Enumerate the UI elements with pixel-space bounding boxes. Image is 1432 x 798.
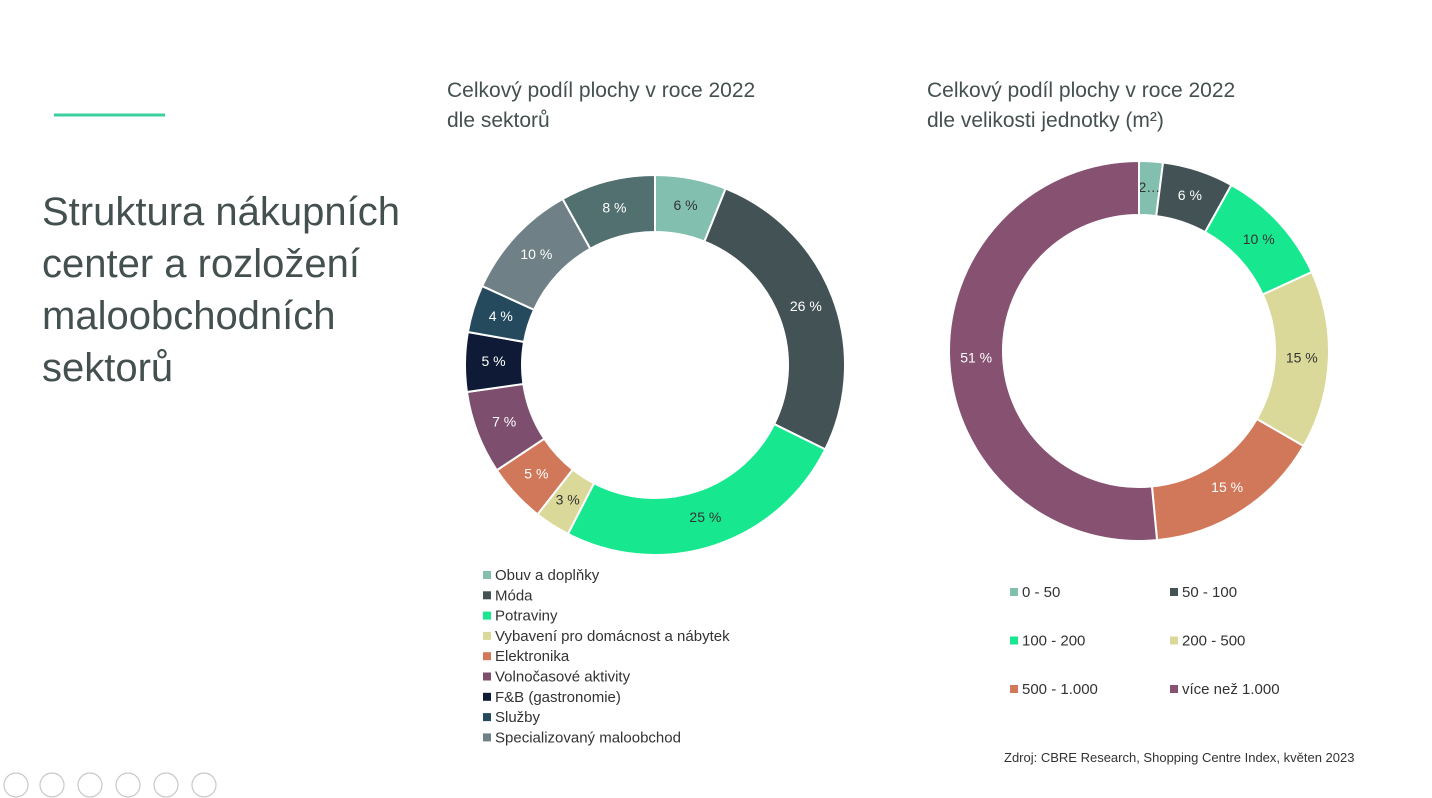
slice <box>561 173 656 251</box>
legend-swatch <box>483 652 491 661</box>
data-label: 5 % <box>481 353 505 369</box>
legend-swatch <box>483 733 491 742</box>
slice <box>948 159 1159 542</box>
legend-swatch <box>483 631 491 640</box>
legend-label: Služby <box>495 709 541 726</box>
legend-label: Potraviny <box>495 608 558 625</box>
legend-swatch <box>483 571 491 579</box>
legend-swatch <box>1170 588 1178 596</box>
data-label: 2… <box>1138 179 1160 195</box>
legend-swatch <box>483 611 491 620</box>
data-label: 15 % <box>1286 349 1318 365</box>
data-label: 10 % <box>520 246 552 262</box>
data-label: 6 % <box>674 197 698 213</box>
legend-label: Vybavení pro domácnost a nábytek <box>495 628 730 645</box>
slice <box>566 422 827 556</box>
legend-swatch <box>1010 685 1018 693</box>
data-label: 4 % <box>489 308 513 324</box>
data-label: 51 % <box>960 349 992 365</box>
data-label: 7 % <box>492 413 516 429</box>
source: Zdroj: CBRE Research, Shopping Centre In… <box>1004 750 1355 765</box>
data-label: 26 % <box>790 298 822 314</box>
legend-swatch <box>1010 636 1018 645</box>
data-label: 5 % <box>524 465 548 481</box>
legend-swatch <box>483 713 491 722</box>
legend-swatch <box>483 591 491 600</box>
legend-swatch <box>1170 636 1178 645</box>
legend-swatch <box>483 692 491 701</box>
data-label: 3 % <box>556 492 580 508</box>
data-label: 6 % <box>1178 187 1202 203</box>
toolbar[interactable] <box>3 772 217 798</box>
data-label: 15 % <box>1211 479 1243 495</box>
legend-label: 500 - 1.000 <box>1022 681 1098 698</box>
legend-label: 50 - 100 <box>1182 584 1237 601</box>
slide-title: Struktura nákupních center a rozložení m… <box>42 190 400 390</box>
legend-label: Volnočasové aktivity <box>495 668 631 685</box>
legend-label: více než 1.000 <box>1182 681 1280 698</box>
data-label: 25 % <box>689 509 721 525</box>
legend-swatch <box>1010 588 1018 596</box>
chart-title: Celkový podíl plochy v roce 2022 dle sek… <box>447 79 756 132</box>
legend-label: 0 - 50 <box>1022 584 1060 601</box>
legend-label: 100 - 200 <box>1022 632 1085 649</box>
legend-swatch <box>1170 685 1178 693</box>
chart-title: Celkový podíl plochy v roce 2022 dle vel… <box>927 79 1236 132</box>
legend-label: F&B (gastronomie) <box>495 689 621 706</box>
legend-label: Móda <box>495 587 533 604</box>
legend-label: Specializovaný maloobchod <box>495 729 681 746</box>
legend-label: 200 - 500 <box>1182 632 1245 649</box>
legend-label: Obuv a doplňky <box>495 567 600 584</box>
legend-swatch <box>483 672 491 681</box>
data-label: 8 % <box>602 199 626 215</box>
legend-label: Elektronika <box>495 648 570 665</box>
data-label: 10 % <box>1243 231 1275 247</box>
slice <box>703 187 846 451</box>
